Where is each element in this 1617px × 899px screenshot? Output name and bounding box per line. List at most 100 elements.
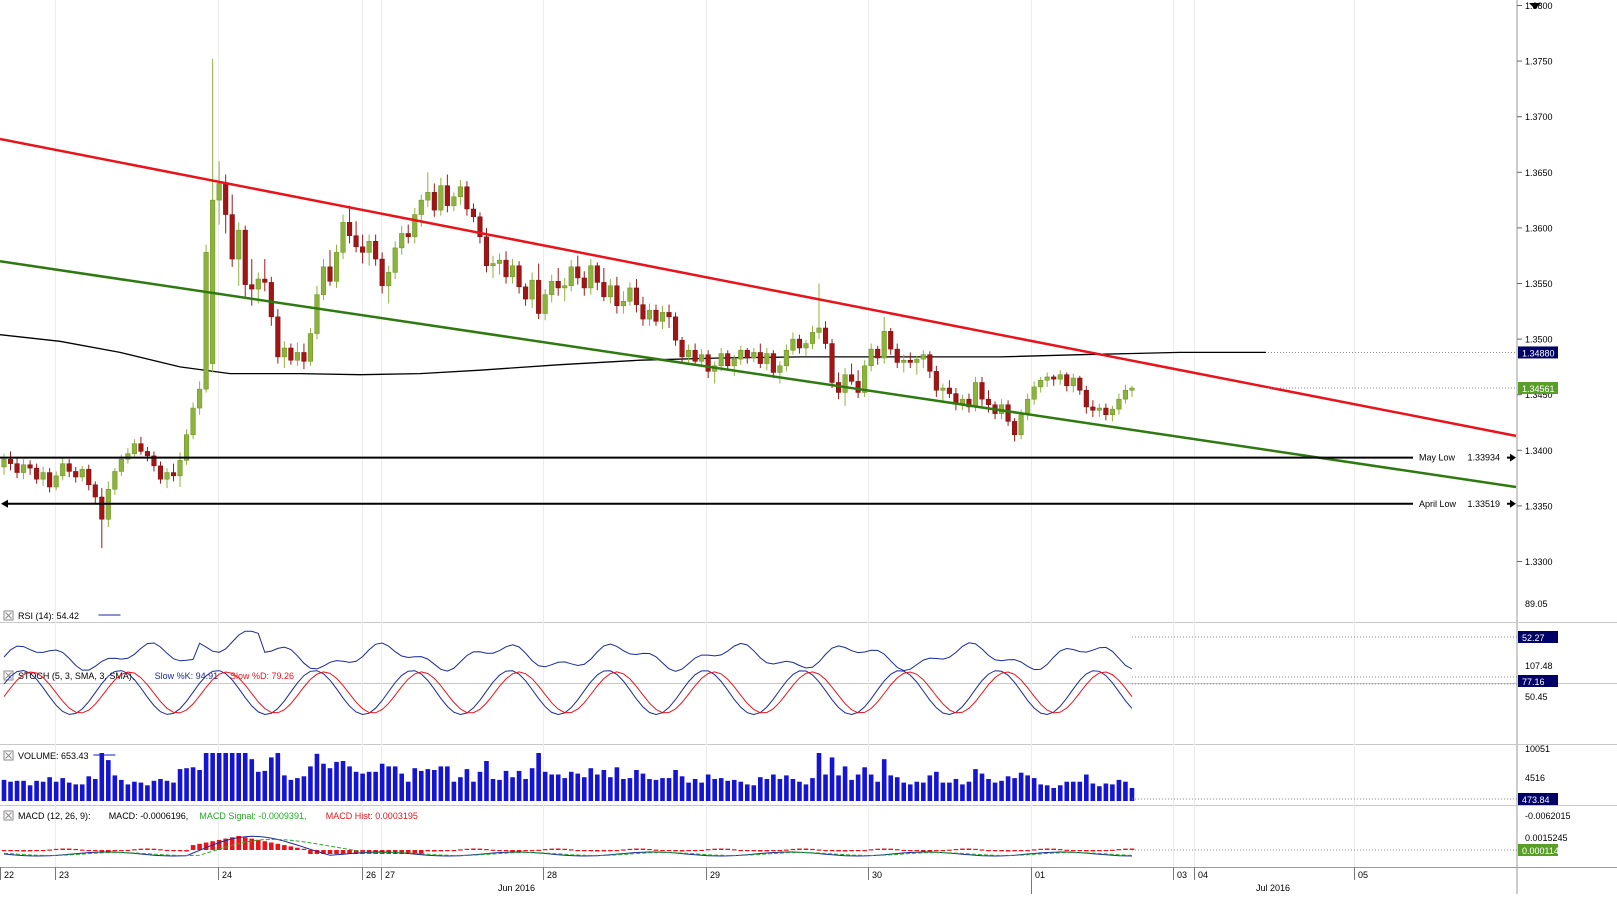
candle[interactable] [125, 448, 131, 464]
candle[interactable] [783, 344, 789, 372]
candle[interactable] [979, 376, 985, 406]
candle[interactable] [529, 272, 535, 308]
candle[interactable] [496, 253, 503, 275]
candle[interactable] [92, 481, 98, 504]
candle[interactable] [157, 461, 164, 484]
candle[interactable] [646, 303, 653, 326]
candle[interactable] [53, 471, 59, 491]
candle[interactable] [516, 261, 522, 294]
candle[interactable] [288, 343, 294, 365]
candle[interactable] [379, 252, 385, 294]
candle[interactable] [940, 383, 946, 402]
candle[interactable] [914, 355, 920, 375]
candle[interactable] [881, 316, 887, 364]
candle[interactable] [327, 250, 333, 286]
candle[interactable] [966, 393, 972, 413]
candle[interactable] [640, 296, 646, 326]
candle[interactable] [184, 429, 190, 465]
candle[interactable] [744, 347, 750, 364]
candle[interactable] [875, 345, 881, 365]
candle[interactable] [1129, 385, 1135, 397]
candle[interactable] [757, 343, 763, 369]
candle[interactable] [464, 181, 470, 216]
candle[interactable] [1044, 372, 1050, 387]
candle[interactable] [392, 241, 398, 280]
candle[interactable] [946, 380, 952, 399]
candle[interactable] [1057, 370, 1063, 385]
candle[interactable] [796, 334, 802, 354]
candle[interactable] [673, 312, 679, 346]
candle[interactable] [86, 464, 92, 491]
candle[interactable] [27, 460, 33, 475]
candle[interactable] [405, 224, 411, 244]
candle[interactable] [144, 446, 150, 462]
candle[interactable] [868, 343, 874, 372]
candle[interactable] [1109, 405, 1115, 422]
candle[interactable] [705, 350, 711, 379]
candle[interactable] [477, 212, 483, 244]
candle[interactable] [542, 289, 548, 321]
candle[interactable] [1090, 400, 1096, 417]
candle[interactable] [731, 354, 737, 376]
candle[interactable] [255, 272, 261, 304]
candle[interactable] [40, 466, 46, 486]
candle[interactable] [790, 332, 796, 355]
candle[interactable] [523, 283, 529, 306]
candle[interactable] [575, 255, 581, 285]
candle[interactable] [816, 283, 822, 340]
candle[interactable] [1012, 418, 1018, 442]
candle[interactable] [1122, 384, 1128, 404]
candle[interactable] [1038, 376, 1044, 393]
candle[interactable] [627, 282, 633, 306]
candle[interactable] [594, 262, 600, 291]
candle[interactable] [855, 370, 861, 399]
candle[interactable] [373, 234, 379, 266]
candle[interactable] [138, 436, 144, 455]
candle[interactable] [386, 265, 392, 304]
candle[interactable] [536, 263, 542, 320]
candle[interactable] [242, 225, 248, 297]
candle[interactable] [66, 459, 72, 477]
candle[interactable] [353, 221, 359, 253]
candle[interactable] [549, 274, 555, 303]
channel-lower-line[interactable] [0, 260, 1517, 489]
candle[interactable] [1083, 385, 1089, 414]
candle[interactable] [21, 459, 27, 480]
candle[interactable] [777, 361, 783, 384]
candle[interactable] [431, 183, 437, 217]
candle[interactable] [60, 456, 66, 481]
candle[interactable] [229, 194, 235, 267]
candle[interactable] [927, 351, 933, 379]
candle[interactable] [262, 259, 268, 292]
candle[interactable] [686, 344, 692, 363]
candle[interactable] [653, 304, 659, 326]
candle[interactable] [210, 58, 216, 373]
candle[interactable] [1070, 373, 1076, 393]
candle[interactable] [659, 305, 666, 330]
candle[interactable] [822, 321, 829, 350]
candle[interactable] [73, 466, 79, 483]
candle[interactable] [620, 291, 626, 314]
candle[interactable] [425, 172, 431, 207]
candle[interactable] [751, 347, 757, 363]
candle[interactable] [1103, 403, 1109, 421]
candle[interactable] [555, 267, 561, 296]
candle[interactable] [907, 352, 913, 369]
candle[interactable] [829, 339, 835, 389]
channel-upper-line[interactable] [0, 137, 1517, 438]
candle[interactable] [470, 203, 476, 223]
candle[interactable] [314, 285, 320, 340]
candle[interactable] [79, 465, 85, 482]
candle[interactable] [34, 463, 40, 484]
candle[interactable] [607, 279, 613, 304]
candle[interactable] [770, 350, 776, 379]
candle[interactable] [901, 354, 907, 373]
candle[interactable] [588, 259, 594, 295]
candle[interactable] [614, 276, 620, 314]
candle[interactable] [151, 451, 157, 472]
candle[interactable] [301, 343, 307, 370]
candle[interactable] [131, 439, 137, 459]
scroll-down-icon[interactable] [1529, 3, 1541, 9]
